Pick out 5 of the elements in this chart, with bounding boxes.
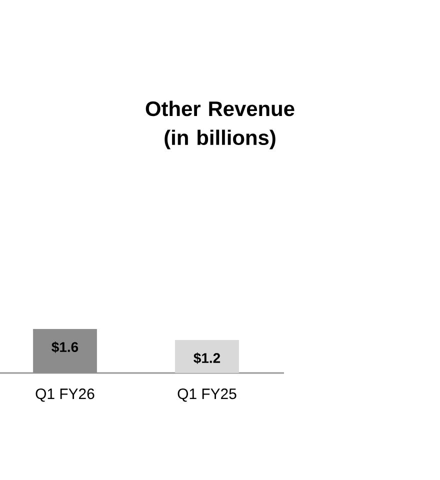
x-tick-label: Q1 FY25 (178, 388, 236, 402)
chart-title: Other Revenue (in billions) (146, 100, 294, 150)
x-tick-label: Q1 FY26 (36, 388, 94, 402)
data-label: $1.6 (52, 342, 78, 353)
data-label: $1.2 (194, 352, 220, 364)
